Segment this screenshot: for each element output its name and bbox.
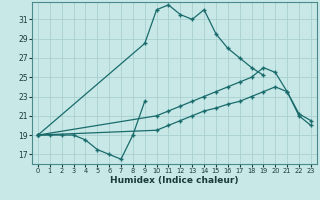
X-axis label: Humidex (Indice chaleur): Humidex (Indice chaleur) <box>110 176 239 185</box>
